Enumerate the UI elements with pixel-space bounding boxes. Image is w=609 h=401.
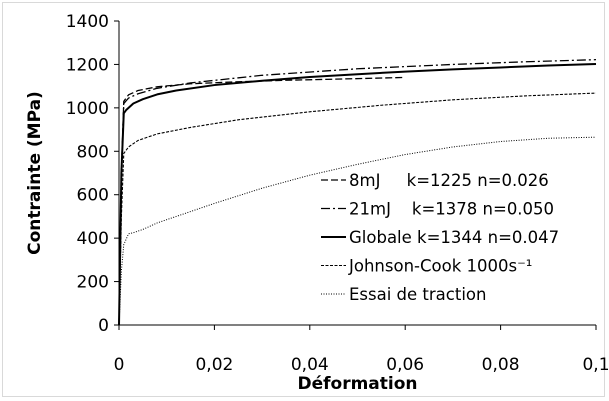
legend-label: 21mJ k=1378 n=0.050	[349, 200, 554, 219]
y-tick-label: 800	[77, 142, 109, 162]
y-tick-label: 1400	[66, 12, 109, 32]
y-tick-label: 200	[77, 273, 109, 293]
x-axis-ticks: 0 0,02 0,04 0,06 0,08 0,1	[114, 325, 609, 375]
series-line-5	[118, 136, 597, 326]
legend-label: Essai de traction	[349, 285, 486, 304]
series-lines	[118, 59, 597, 326]
y-axis-ticks: 0 200 400 600 800 1000 1200 1400	[66, 12, 119, 336]
chart-legend: 8mJ k=1225 n=0.026 21mJ k=1378 n=0.050 Glo…	[321, 171, 559, 304]
y-tick-label: 1200	[66, 55, 109, 75]
legend-label: 8mJ k=1225 n=0.026	[349, 171, 549, 190]
y-axis-title: Contrainte (MPa)	[25, 91, 45, 255]
legend-label: Johnson-Cook 1000s⁻¹	[348, 257, 532, 276]
series-line-4	[118, 92, 597, 326]
y-tick-label: 400	[77, 229, 109, 249]
legend-label: Globale k=1344 n=0.047	[349, 228, 559, 247]
series-line-1	[118, 76, 406, 326]
y-tick-label: 600	[77, 186, 109, 206]
x-tick-label: 0,1	[582, 355, 609, 375]
x-tick-label: 0,04	[291, 355, 329, 375]
x-tick-label: 0,06	[386, 355, 424, 375]
series-line-3	[118, 62, 597, 326]
x-tick-label: 0,02	[195, 355, 233, 375]
y-tick-label: 1000	[66, 99, 109, 119]
x-tick-label: 0,08	[482, 355, 520, 375]
x-axis-title: Déformation	[297, 374, 417, 394]
x-tick-label: 0	[114, 355, 125, 375]
y-tick-label: 0	[98, 316, 109, 336]
